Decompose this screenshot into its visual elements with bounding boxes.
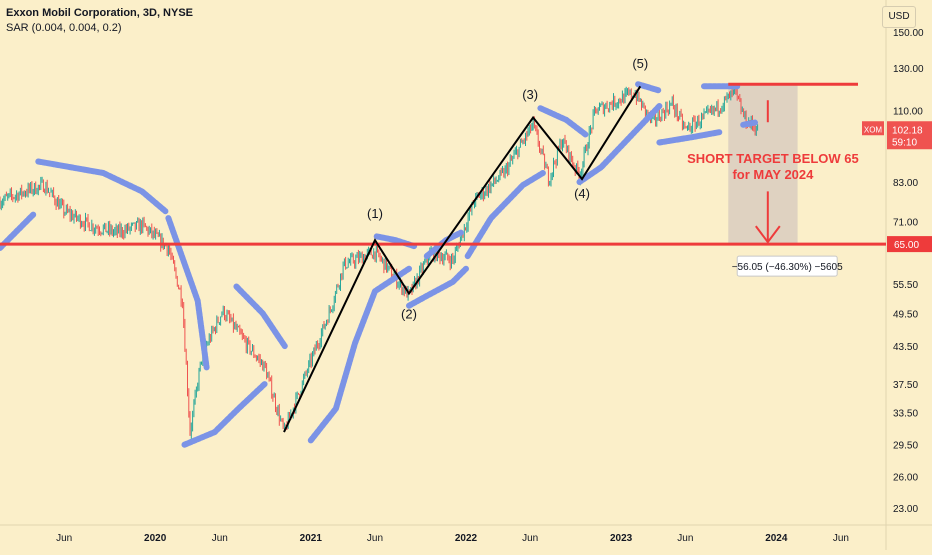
sar-segment bbox=[740, 119, 760, 128]
symbol-tag-text: XOM bbox=[864, 125, 883, 134]
price-tick-label: 33.50 bbox=[893, 408, 918, 419]
price-tick-label: 43.50 bbox=[893, 342, 918, 353]
measure-label-text: −56.05 (−46.30%) −5605 bbox=[732, 262, 843, 273]
last-price-tag bbox=[887, 121, 932, 150]
sar-segment bbox=[635, 81, 663, 94]
support-price-tag bbox=[887, 236, 932, 253]
price-tick-label: 130.00 bbox=[893, 64, 924, 75]
time-tick-label: Jun bbox=[522, 533, 538, 544]
time-tick-label: Jun bbox=[833, 533, 849, 544]
price-tick-label: 37.50 bbox=[893, 380, 918, 391]
chart-legend: Exxon Mobil Corporation, 3D, NYSE SAR (0… bbox=[6, 6, 193, 36]
price-tick-label: 83.00 bbox=[893, 178, 918, 189]
target-arrow-head bbox=[755, 225, 781, 244]
price-tick-label: 150.00 bbox=[893, 28, 924, 39]
target-box bbox=[728, 84, 798, 245]
symbol-title: Exxon Mobil Corporation, 3D, NYSE bbox=[6, 7, 194, 19]
sar-indicator bbox=[0, 81, 760, 448]
sar-segment bbox=[165, 215, 210, 371]
last-price-text: 102.18 bbox=[892, 125, 923, 136]
sar-segment bbox=[406, 265, 469, 309]
price-axis: 150.00130.00110.0097.0083.0071.0055.5049… bbox=[893, 28, 924, 515]
time-tick-label: 2023 bbox=[610, 533, 633, 544]
wave-label: (1) bbox=[367, 206, 383, 221]
sar-segment bbox=[537, 105, 589, 138]
sar-segment bbox=[656, 129, 723, 146]
time-tick-label: 2021 bbox=[300, 533, 323, 544]
wave-label: (3) bbox=[522, 87, 538, 102]
sar-segment bbox=[233, 283, 288, 350]
currency-button[interactable]: USD bbox=[882, 6, 916, 28]
price-tick-label: 55.50 bbox=[893, 280, 918, 291]
time-tick-label: Jun bbox=[56, 533, 72, 544]
price-tick-label: 110.00 bbox=[893, 107, 923, 118]
time-tick-label: 2024 bbox=[765, 533, 788, 544]
symbol-tag bbox=[862, 121, 884, 136]
time-tick-label: 2022 bbox=[455, 533, 478, 544]
support-price-text: 65.00 bbox=[894, 240, 919, 251]
target-text-line1: SHORT TARGET BELOW 65 bbox=[687, 151, 859, 166]
wave-label: (4) bbox=[574, 186, 590, 201]
time-tick-label: Jun bbox=[212, 533, 228, 544]
measure-label-box bbox=[736, 255, 838, 277]
price-tick-label: 71.00 bbox=[893, 218, 918, 229]
sar-segment bbox=[576, 103, 663, 185]
indicator-label: SAR (0.004, 0.004, 0.2) bbox=[6, 22, 122, 34]
time-tick-label: 2020 bbox=[144, 533, 167, 544]
target-text-line2: for MAY 2024 bbox=[732, 167, 814, 182]
price-tick-label: 26.00 bbox=[893, 473, 918, 484]
elliott-wave-line bbox=[283, 85, 642, 433]
wave-label: (2) bbox=[401, 306, 417, 321]
sar-segment bbox=[464, 170, 546, 260]
time-axis: Jun 2020 Jun 2021 Jun 2022 Jun 2023 Jun 2024 Jun bbox=[56, 533, 849, 544]
sar-segment bbox=[35, 158, 169, 215]
price-tick-label: 29.50 bbox=[893, 441, 918, 452]
price-tick-label: 23.00 bbox=[893, 504, 918, 515]
time-tick-label: Jun bbox=[367, 533, 383, 544]
sar-segment bbox=[181, 380, 268, 448]
sar-segment bbox=[307, 265, 412, 444]
wave-label: (5) bbox=[632, 56, 648, 71]
countdown-text: 59:10 bbox=[892, 137, 917, 148]
candles-group bbox=[0, 86, 759, 439]
time-tick-label: Jun bbox=[677, 533, 693, 544]
price-tick-label: 49.50 bbox=[893, 309, 918, 320]
sar-segment bbox=[0, 211, 37, 251]
